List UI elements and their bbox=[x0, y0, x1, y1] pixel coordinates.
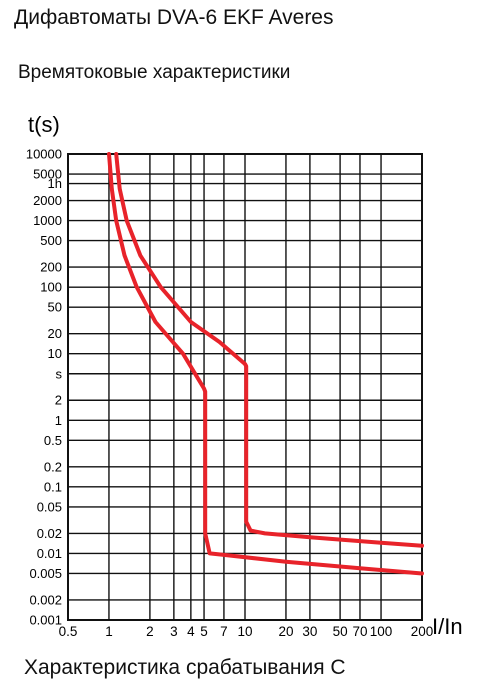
x-tick-label: 200 bbox=[411, 624, 434, 639]
x-tick-label: 10 bbox=[237, 624, 252, 639]
chart-subtitle: Времятоковые характеристики bbox=[18, 62, 291, 83]
x-tick-label: 7 bbox=[220, 624, 228, 639]
x-tick-label: 100 bbox=[370, 624, 393, 639]
x-tick-label: 70 bbox=[352, 624, 367, 639]
trip-curves bbox=[107, 152, 424, 576]
trip-curve-2 bbox=[114, 152, 424, 548]
y-tick-label: 0.02 bbox=[37, 526, 62, 541]
y-tick-label: 0.001 bbox=[29, 613, 62, 628]
x-tick-label: 4 bbox=[187, 624, 195, 639]
chart-caption: Характеристика срабатывания C bbox=[24, 656, 346, 679]
y-tick-label: 50 bbox=[48, 300, 62, 315]
y-tick-label: 2 bbox=[55, 393, 62, 408]
y-tick-label: 0.01 bbox=[37, 546, 62, 561]
x-tick-label: 30 bbox=[302, 624, 317, 639]
grid bbox=[67, 153, 423, 621]
x-tick-labels: 0.5 1 2 3 4 5 7 10 20 30 50 70 100 200 bbox=[59, 624, 434, 639]
y-tick-label: 0.5 bbox=[44, 433, 62, 448]
y-tick-label: 0.1 bbox=[44, 479, 62, 494]
y-tick-label: 500 bbox=[40, 233, 62, 248]
x-tick-label: 1 bbox=[105, 624, 113, 639]
y-tick-label: 20 bbox=[48, 326, 62, 341]
x-tick-label: 3 bbox=[170, 624, 178, 639]
y-axis-title: t(s) bbox=[28, 112, 60, 137]
y-tick-label: s bbox=[56, 366, 63, 381]
x-tick-label: 0.5 bbox=[59, 624, 78, 639]
y-tick-label: 1 bbox=[55, 413, 62, 428]
y-tick-label: 100 bbox=[40, 280, 62, 295]
y-tick-label: 0.05 bbox=[37, 499, 62, 514]
y-tick-label: 0.005 bbox=[29, 566, 62, 581]
y-tick-label: 5000 bbox=[33, 167, 62, 182]
x-tick-label: 50 bbox=[333, 624, 348, 639]
plot-frame bbox=[67, 153, 423, 621]
y-tick-label: 10000 bbox=[26, 147, 62, 162]
y-tick-label: 0.2 bbox=[44, 459, 62, 474]
trip-curve-1 bbox=[107, 152, 424, 576]
y-tick-label: 1h bbox=[48, 176, 62, 191]
x-tick-label: 20 bbox=[278, 624, 293, 639]
y-tick-label: 0.002 bbox=[29, 592, 62, 607]
y-tick-label: 10 bbox=[48, 346, 62, 361]
page-title: Дифавтоматы DVA-6 EKF Averes bbox=[14, 6, 334, 29]
trip-curve-chart: t(s) I/In 1000050001h2000100050020010050… bbox=[26, 112, 463, 639]
y-tick-label: 2000 bbox=[33, 193, 62, 208]
y-tick-label: 200 bbox=[40, 260, 62, 275]
x-axis-title: I/In bbox=[432, 614, 463, 639]
y-tick-label: 1000 bbox=[33, 213, 62, 228]
x-tick-label: 5 bbox=[200, 624, 208, 639]
x-tick-label: 2 bbox=[146, 624, 154, 639]
